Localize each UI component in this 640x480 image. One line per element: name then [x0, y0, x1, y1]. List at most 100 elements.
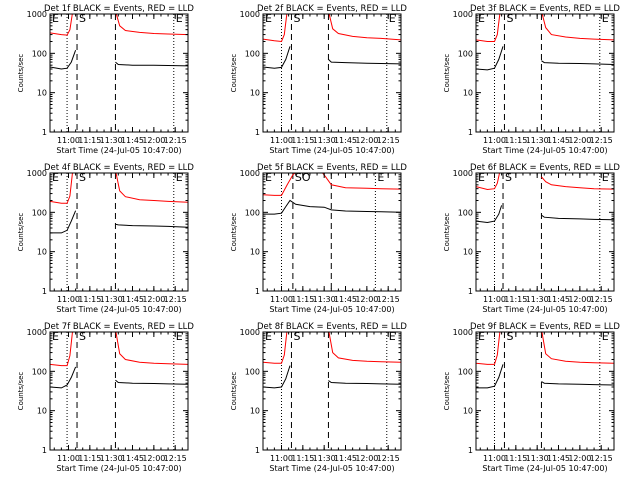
y-axis-label: Counts/sec	[443, 54, 451, 93]
marker-label: E	[389, 12, 396, 25]
y-axis-label: Counts/sec	[230, 213, 238, 252]
y-tick-label: 100	[245, 208, 260, 217]
marker-label: E	[176, 330, 183, 343]
x-tick-label: 11:45	[121, 136, 144, 145]
series-line-events	[263, 199, 401, 215]
marker-label: E	[265, 330, 272, 343]
x-tick-label: 11:15	[504, 454, 527, 463]
series-line-events	[476, 46, 504, 71]
y-tick-label: 100	[458, 208, 473, 217]
series-line-events	[541, 381, 614, 386]
series-line-lld	[50, 332, 73, 367]
x-tick-label: 12:00	[355, 295, 378, 304]
series-line-lld	[50, 14, 73, 36]
y-tick-label: 1000	[453, 10, 473, 19]
plot-frame	[262, 331, 402, 451]
y-tick-label: 10	[37, 407, 47, 416]
series-line-lld	[476, 173, 501, 191]
marker-label: S	[293, 330, 300, 343]
y-tick-label: 1	[255, 128, 260, 137]
x-tick-label: 12:15	[164, 454, 187, 463]
x-tick-label: 12:00	[355, 136, 378, 145]
series-line-lld	[541, 332, 614, 364]
y-tick-label: 1000	[27, 10, 47, 19]
y-tick-label: 1000	[453, 169, 473, 178]
x-tick-label: 12:15	[164, 136, 187, 145]
series-line-events	[115, 61, 188, 67]
x-axis-label: Start Time (24-Jul-05 10:47:00)	[269, 464, 394, 473]
x-tick-label: 11:30	[313, 295, 336, 304]
marker-label: S	[79, 171, 86, 184]
series-line-events	[50, 50, 77, 70]
y-tick-label: 1000	[453, 328, 473, 337]
y-tick-label: 1	[468, 128, 473, 137]
x-tick-label: 11:15	[504, 136, 527, 145]
panel-title: Det 5f BLACK = Events, RED = LLD	[257, 163, 407, 173]
y-axis-label: Counts/sec	[230, 54, 238, 93]
series-line-events	[328, 59, 401, 65]
x-axis-label: Start Time (24-Jul-05 10:47:00)	[269, 305, 394, 314]
x-tick-label: 12:15	[590, 295, 613, 304]
series-line-events	[476, 205, 503, 224]
series-line-events	[115, 379, 188, 385]
x-tick-label: 11:00	[270, 136, 293, 145]
series-line-events	[115, 223, 188, 228]
x-tick-label: 11:00	[483, 454, 506, 463]
y-tick-label: 1	[255, 446, 260, 455]
x-axis-label: Start Time (24-Jul-05 10:47:00)	[56, 464, 181, 473]
marker-label: S	[505, 171, 512, 184]
x-tick-label: 12:15	[590, 136, 613, 145]
x-tick-label: 11:30	[100, 136, 123, 145]
series-line-lld	[476, 14, 501, 42]
series-line-events	[476, 364, 504, 389]
x-tick-label: 12:00	[142, 295, 165, 304]
series-line-lld	[115, 173, 188, 203]
y-tick-label: 10	[37, 89, 47, 98]
x-tick-label: 12:15	[377, 136, 400, 145]
plot-frame	[262, 172, 402, 292]
x-axis-label: Start Time (24-Jul-05 10:47:00)	[482, 305, 607, 314]
series-line-lld	[541, 176, 614, 190]
y-tick-label: 1	[468, 287, 473, 296]
y-tick-label: 1000	[240, 10, 260, 19]
x-tick-label: 11:45	[547, 295, 570, 304]
panel-title: Det 7f BLACK = Events, RED = LLD	[44, 322, 194, 332]
x-tick-label: 11:45	[547, 454, 570, 463]
panel-title: Det 4f BLACK = Events, RED = LLD	[44, 163, 194, 173]
y-tick-label: 1	[255, 287, 260, 296]
x-tick-label: 11:30	[313, 136, 336, 145]
x-tick-label: 12:00	[568, 454, 591, 463]
y-axis-label: Counts/sec	[443, 213, 451, 252]
series-line-events	[541, 214, 614, 221]
y-axis-label: Counts/sec	[230, 372, 238, 411]
x-tick-label: 11:45	[547, 136, 570, 145]
y-axis-label: Counts/sec	[443, 372, 451, 411]
x-axis-label: Start Time (24-Jul-05 10:47:00)	[269, 146, 394, 155]
y-tick-label: 10	[37, 248, 47, 257]
x-tick-label: 11:00	[483, 295, 506, 304]
y-tick-label: 1000	[240, 328, 260, 337]
plot-frame	[49, 331, 189, 451]
series-line-lld	[263, 173, 401, 196]
y-tick-label: 10	[250, 248, 260, 257]
x-tick-label: 12:15	[377, 295, 400, 304]
y-tick-label: 100	[245, 367, 260, 376]
series-line-events	[328, 380, 401, 385]
marker-label: E	[265, 12, 272, 25]
y-tick-label: 1	[468, 446, 473, 455]
panel-title: Det 9f BLACK = Events, RED = LLD	[470, 322, 620, 332]
y-tick-label: 10	[463, 248, 473, 257]
x-tick-label: 12:00	[142, 136, 165, 145]
y-tick-label: 100	[32, 208, 47, 217]
x-tick-label: 11:45	[334, 295, 357, 304]
x-tick-label: 12:15	[164, 295, 187, 304]
x-tick-label: 11:45	[121, 454, 144, 463]
y-tick-label: 10	[463, 89, 473, 98]
y-tick-label: 1	[42, 287, 47, 296]
x-tick-label: 11:15	[291, 136, 314, 145]
